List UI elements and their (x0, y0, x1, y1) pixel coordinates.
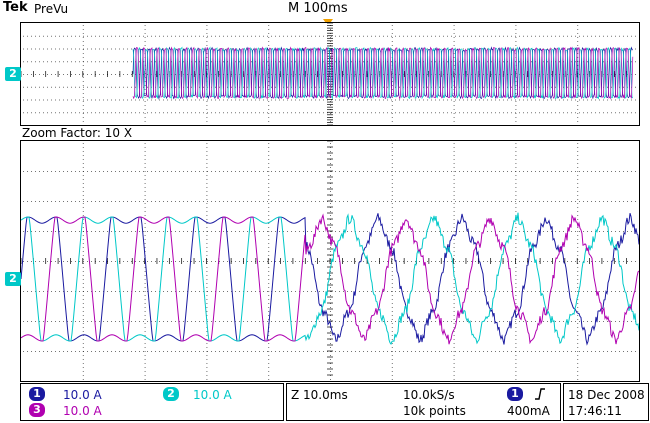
zoom-factor-label: Zoom Factor: 10 X (22, 126, 133, 140)
ch1-scale: 10.0 A (63, 388, 102, 402)
brand-logo: Tek (3, 0, 28, 15)
rising-edge-icon (535, 387, 545, 401)
ch1-trace (21, 213, 639, 346)
trigger-level: 400mA (507, 404, 550, 418)
ch1-badge[interactable]: 1 (29, 387, 45, 401)
ch2-scale: 10.0 A (193, 388, 232, 402)
timing-readout[interactable]: Z 10.0ms 10.0kS/s 10k points 1 400mA (286, 383, 561, 421)
acquisition-mode: PreVu (34, 2, 69, 16)
overview-ch1-trace (132, 46, 634, 100)
ch3-scale: 10.0 A (63, 404, 102, 418)
channel-scale-readout[interactable]: 1 10.0 A 2 10.0 A 3 10.0 A (20, 383, 284, 421)
zoom-grid (21, 141, 636, 380)
date: 18 Dec 2008 (568, 388, 645, 402)
zoom-ch2-ground-marker: 2 (5, 272, 21, 286)
overview-ch2-trace (132, 46, 634, 100)
ch3-trace (21, 213, 639, 345)
ch3-badge[interactable]: 3 (29, 403, 45, 417)
datetime-readout: 18 Dec 2008 17:46:11 (563, 383, 649, 421)
zoom-time-per-div: Z 10.0ms (291, 388, 348, 402)
main-timebase: M 100ms (288, 1, 348, 16)
ch2-trace (21, 212, 639, 346)
trigger-source-badge[interactable]: 1 (507, 387, 523, 401)
time: 17:46:11 (568, 404, 622, 418)
zoom-waveform (21, 141, 639, 380)
ch2-badge[interactable]: 2 (163, 387, 179, 401)
overview-ch2-ground-marker: 2 (5, 67, 21, 81)
overview-waveform (21, 23, 636, 125)
sample-rate: 10.0kS/s (403, 388, 455, 402)
zoom-waveform-panel[interactable] (20, 140, 640, 382)
overview-waveform-panel[interactable] (20, 22, 640, 126)
overview-ch3-trace (132, 46, 634, 100)
record-length: 10k points (403, 404, 466, 418)
